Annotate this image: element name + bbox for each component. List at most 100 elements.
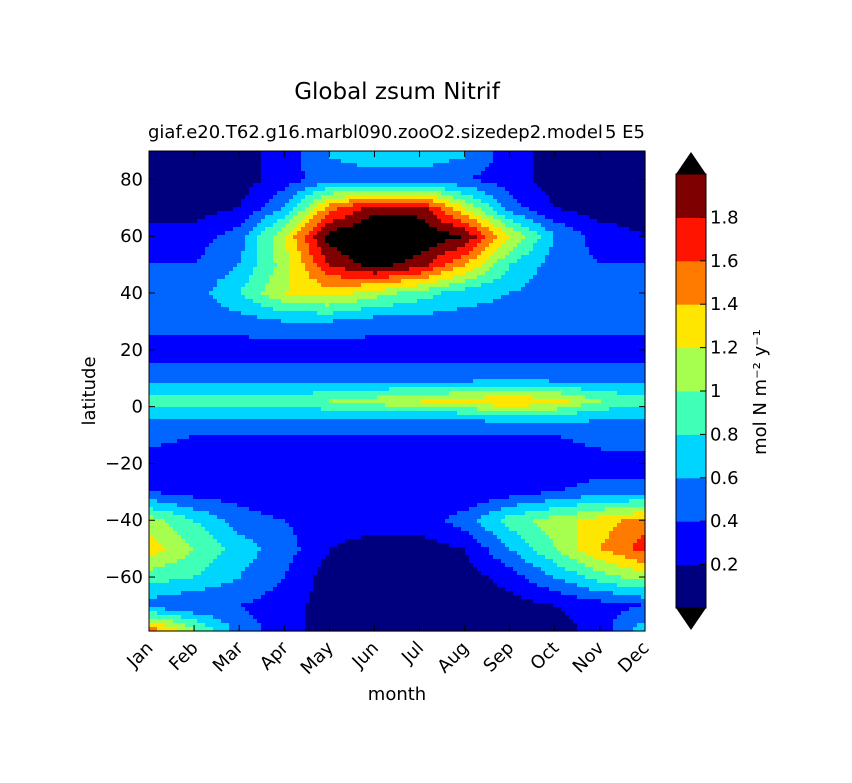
contour-cell <box>401 279 406 284</box>
contour-cell <box>225 255 230 260</box>
contour-cell <box>161 299 166 304</box>
contour-cell <box>201 239 206 244</box>
contour-cell <box>505 263 510 268</box>
contour-cell <box>221 307 226 312</box>
contour-cell <box>161 239 166 244</box>
contour-cell <box>585 227 590 232</box>
contour-cell <box>557 155 562 160</box>
contour-cell <box>397 211 402 216</box>
contour-cell <box>245 271 250 276</box>
contour-cell <box>397 259 402 264</box>
contour-cell <box>413 175 418 180</box>
contour-cell <box>249 235 254 240</box>
contour-cell <box>293 247 298 252</box>
contour-cell <box>581 307 586 312</box>
contour-cell <box>381 211 386 216</box>
contour-cell <box>541 267 546 272</box>
contour-cell <box>205 215 210 220</box>
contour-cell <box>153 247 158 252</box>
contour-cell <box>149 259 154 264</box>
contour-cell <box>613 267 618 272</box>
contour-cell <box>233 267 238 272</box>
contour-cell <box>565 251 570 256</box>
contour-cell <box>189 307 194 312</box>
contour-cell <box>253 271 258 276</box>
contour-cell <box>413 187 418 192</box>
contour-cell <box>445 187 450 192</box>
contour-cell <box>601 195 606 200</box>
contour-cell <box>293 167 298 172</box>
contour-cell <box>481 207 486 212</box>
contour-cell <box>417 199 422 204</box>
contour-cell <box>153 183 158 188</box>
contour-cell <box>637 155 642 160</box>
contour-cell <box>533 175 538 180</box>
contour-cell <box>425 255 430 260</box>
contour-cell <box>549 215 554 220</box>
contour-cell <box>489 219 494 224</box>
contour-cell <box>573 227 578 232</box>
contour-cell <box>437 215 442 220</box>
contour-cell <box>177 203 182 208</box>
contour-cell <box>629 295 634 300</box>
contour-cell <box>521 247 526 252</box>
contour-cell <box>241 187 246 192</box>
contour-cell <box>417 171 422 176</box>
contour-cell <box>405 187 410 192</box>
contour-cell <box>457 287 462 292</box>
contour-cell <box>161 283 166 288</box>
contour-cell <box>565 191 570 196</box>
contour-cell <box>501 231 506 236</box>
contour-cell <box>293 171 298 176</box>
contour-cell <box>205 259 210 264</box>
contour-cell <box>609 171 614 176</box>
contour-cell <box>405 199 410 204</box>
contour-cell <box>273 171 278 176</box>
contour-cell <box>153 307 158 312</box>
contour-cell <box>193 187 198 192</box>
contour-cell <box>525 179 530 184</box>
contour-cell <box>317 159 322 164</box>
contour-cell <box>181 215 186 220</box>
contour-cell <box>277 295 282 300</box>
contour-cell <box>153 239 158 244</box>
contour-cell <box>225 155 230 160</box>
contour-cell <box>561 159 566 164</box>
contour-cell <box>357 211 362 216</box>
contour-cell <box>337 247 342 252</box>
contour-cell <box>613 259 618 264</box>
contour-cell <box>453 219 458 224</box>
contour-cell <box>417 243 422 248</box>
contour-cell <box>457 295 462 300</box>
contour-cell <box>333 251 338 256</box>
contour-cell <box>297 215 302 220</box>
contour-cell <box>217 155 222 160</box>
contour-cell <box>469 191 474 196</box>
contour-cell <box>613 307 618 312</box>
contour-cell <box>553 227 558 232</box>
contour-cell <box>545 231 550 236</box>
contour-cell <box>461 155 466 160</box>
contour-cell <box>453 283 458 288</box>
contour-cell <box>325 283 330 288</box>
contour-cell <box>493 303 498 308</box>
contour-cell <box>265 271 270 276</box>
contour-cell <box>417 239 422 244</box>
contour-cell <box>393 283 398 288</box>
contour-cell <box>373 271 378 276</box>
contour-cell <box>637 283 642 288</box>
contour-cell <box>309 243 314 248</box>
contour-cell <box>633 247 638 252</box>
contour-cell <box>397 163 402 168</box>
contour-cell <box>353 187 358 192</box>
contour-cell <box>385 267 390 272</box>
contour-cell <box>329 275 334 280</box>
contour-cell <box>597 227 602 232</box>
contour-cell <box>497 255 502 260</box>
contour-cell <box>557 235 562 240</box>
contour-cell <box>589 163 594 168</box>
contour-cell <box>345 227 350 232</box>
contour-cell <box>597 243 602 248</box>
contour-cell <box>477 175 482 180</box>
contour-cell <box>345 295 350 300</box>
